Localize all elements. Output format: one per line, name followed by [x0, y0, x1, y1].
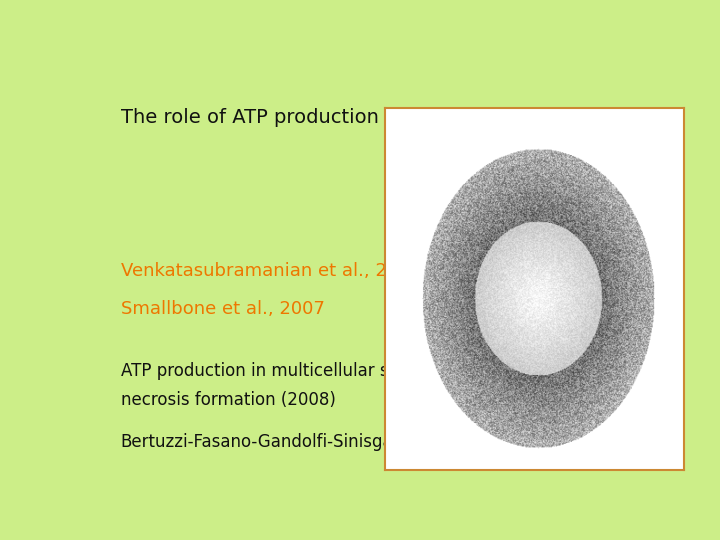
Text: Bertuzzi-Fasano-Gandolfi-Sinisgalli: Bertuzzi-Fasano-Gandolfi-Sinisgalli: [121, 433, 408, 451]
Text: necrosis formation (2008): necrosis formation (2008): [121, 391, 336, 409]
Text: ATP production in multicellular spheroids and: ATP production in multicellular spheroid…: [121, 362, 497, 380]
Text: The role of ATP production in multicellular spheroids: The role of ATP production in multicellu…: [121, 109, 631, 127]
Text: Venkatasubramanian et al., 2006: Venkatasubramanian et al., 2006: [121, 262, 420, 280]
Text: Smallbone et al., 2007: Smallbone et al., 2007: [121, 300, 325, 318]
